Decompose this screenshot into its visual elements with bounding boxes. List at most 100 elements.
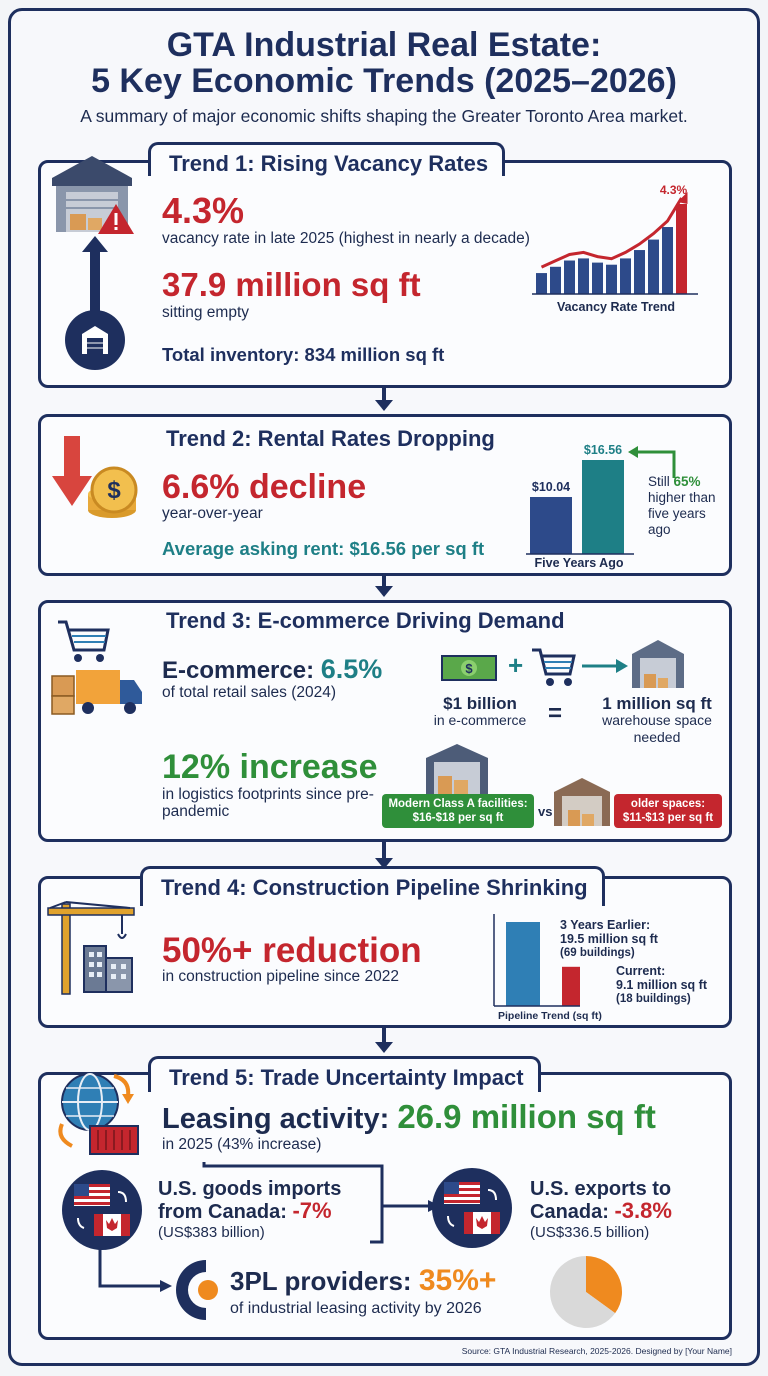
modern-class-a-badge: Modern Class A facilities: $16-$18 per s… [382,794,534,828]
eq-left-desc: in e-commerce [433,712,527,728]
pipeline-bar [562,966,580,1006]
connector-3-4 [382,842,386,862]
pipeline-chart [493,914,580,1007]
construction-crane-icon [47,901,135,995]
leasing-value: 26.9 million sq ft [397,1098,656,1135]
imports-value: -7% [292,1198,332,1223]
plus-sign: + [508,650,524,680]
pie-slice [550,1256,616,1328]
connector-4-5 [382,1028,386,1046]
vacancy-bar [620,258,631,294]
trend5-3pl: 3PL providers: 35%+ [230,1264,497,1297]
exports-value: -3.8% [614,1198,672,1223]
trend5-leasing-activity: Leasing activity: 26.9 million sq ft [162,1100,656,1136]
trend5-exports-desc: (US$336.5 billion) [530,1224,650,1241]
page-title-line2: 5 Key Economic Trends (2025–2026) [91,62,677,100]
trend1-empty-desc: sitting empty [162,304,250,321]
trend-arrow-icon [677,192,688,204]
rent-data-label: $10.04 [532,480,570,494]
ecom-value: 6.5% [320,654,383,684]
3pl-label: 3PL providers: [230,1266,412,1296]
equals-sign: = [548,700,563,727]
imports-label: U.S. goods imports from Canada: [158,1178,342,1223]
ecom-label: E-commerce: [162,657,315,684]
growth-arrow-icon [65,236,125,370]
trend1-vacancy-desc: vacancy rate in late 2025 (highest in ne… [162,230,530,247]
note-prefix: Still [648,474,674,489]
pipeline-bar [506,922,540,1006]
vacancy-bar [578,258,589,294]
arrow-down-icon [375,400,393,411]
3pl-value: 35%+ [418,1264,497,1297]
trend3-increase-desc: in logistics footprints since pre-pandem… [162,786,374,820]
pie-slice [586,1256,622,1314]
vacancy-bar [550,266,561,294]
eq-right-value: 1 million sq ft [602,694,712,713]
older-warehouse-icon [554,778,610,826]
rent-bar [582,460,624,554]
pipeline-earlier-title: 3 Years Earlier: [560,918,651,932]
arrow-down-icon [375,586,393,597]
page-title-line1: GTA Industrial Real Estate: [166,26,602,64]
pipeline-earlier-count: (69 buildings) [560,947,635,959]
older-spaces-badge: older spaces: $11-$13 per sq ft [614,794,722,828]
vacancy-chart-label: Vacancy Rate Trend [556,300,676,314]
trend5-leasing-desc: in 2025 (43% increase) [162,1136,322,1153]
rent-decline-coins-icon: $ [52,436,138,518]
pipeline-current-count: (18 buildings) [616,993,691,1005]
us-canada-flags-icon [432,1168,512,1248]
vs-label: vs [538,804,553,819]
vacancy-bar [536,273,547,294]
cash-icon: $ [441,655,497,681]
vacancy-bar [648,239,659,294]
pipeline-current-value: 9.1 million sq ft [616,978,707,992]
trend3-title: Trend 3: E-commerce Driving Demand [166,608,565,633]
rent-comparison-chart: $10.04 $16.56 [526,443,634,555]
trend5-exports: U.S. exports to Canada: -3.8% [530,1178,720,1223]
warehouse-icon [632,640,684,688]
vacancy-bar [592,262,603,294]
globe-trade-icon [58,1073,139,1155]
trend1-empty-space: 37.9 million sq ft [162,266,421,303]
vacancy-bar [634,250,645,294]
connector-1-2 [382,388,386,404]
vacancy-rate-chart: 4.3% [532,183,698,295]
trend1-title: Trend 1: Rising Vacancy Rates [148,142,506,176]
trend2-asking-rent: Average asking rent: $16.56 per sq ft [162,538,485,559]
trend2-title: Trend 2: Rental Rates Dropping [166,426,495,451]
vacancy-bar [676,204,687,294]
pipeline-earlier-value: 19.5 million sq ft [560,932,658,946]
note-suffix: higher than five years ago [648,490,716,537]
arrow-down-icon [375,858,393,869]
trend4-title: Trend 4: Construction Pipeline Shrinking [140,866,605,906]
vacancy-trend-line [540,197,683,269]
rent-chart-label: Five Years Ago [534,556,624,570]
trend4-reduction-desc: in construction pipeline since 2022 [162,968,399,985]
trend5-imports: U.S. goods imports from Canada: -7% [158,1178,358,1223]
eq-left-value: $1 billion [443,694,517,713]
shopping-cart-icon [532,648,576,686]
warehouse-warning-icon [52,156,134,234]
trend2-note: Still 65% higher than five years ago [648,474,728,538]
note-percent: 65% [673,474,701,489]
3pl-provider-icon [176,1260,218,1320]
svg-text:$: $ [107,477,121,504]
us-canada-flags-icon [62,1170,142,1250]
arrow-right-icon [582,659,628,673]
pipeline-chart-label: Pipeline Trend (sq ft) [498,1010,602,1022]
trend3-ecom-desc: of total retail sales (2024) [162,684,337,701]
rent-data-label: $16.56 [584,443,622,457]
trend5-title: Trend 5: Trade Uncertainty Impact [148,1056,541,1092]
vacancy-data-label: 4.3% [660,183,688,197]
rent-bar [530,497,572,554]
trend5-3pl-desc: of industrial leasing activity by 2026 [230,1300,482,1317]
eq-right-desc: warehouse space needed [602,712,712,745]
trend3-logistics-increase: 12% increase [162,748,378,786]
modern-warehouse-icon [426,744,488,794]
trend4-reduction: 50%+ reduction [162,931,422,970]
trend1-vacancy-rate: 4.3% [162,190,245,231]
pointer-arrow-icon [628,446,676,478]
vacancy-bar [564,260,575,294]
svg-text:$: $ [465,661,473,676]
source-footer: Source: GTA Industrial Research, 2025-20… [461,1346,732,1356]
